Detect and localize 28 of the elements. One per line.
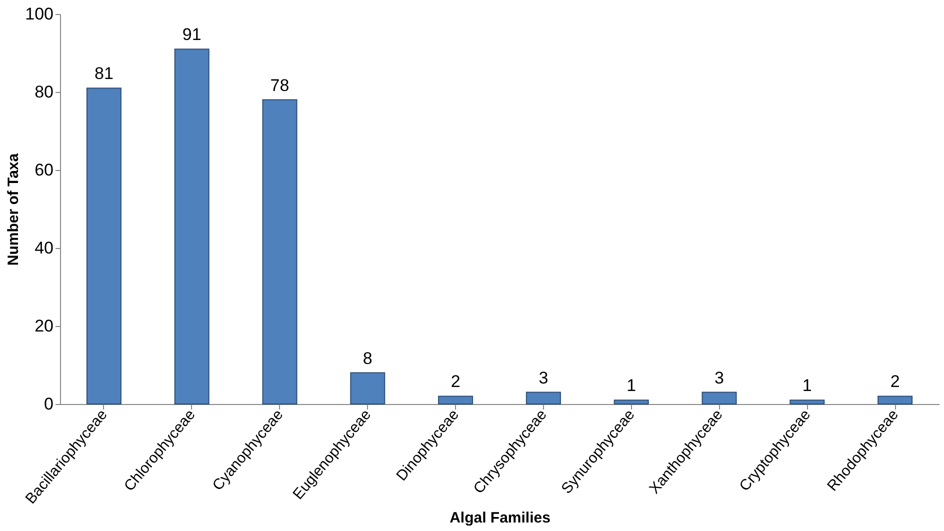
data-label: 8 [362, 348, 372, 368]
y-axis-title: Number of Taxa [5, 152, 22, 266]
data-label: 1 [626, 376, 636, 396]
y-tick-label: 0 [44, 394, 54, 414]
bar [702, 392, 737, 404]
bar [790, 400, 825, 404]
bar [438, 396, 474, 404]
x-axis-title: Algal Families [450, 510, 550, 527]
data-label: 3 [538, 368, 548, 388]
data-label: 81 [94, 64, 114, 84]
y-tick-label: 80 [34, 82, 54, 102]
data-label: 3 [714, 368, 724, 388]
bar [350, 372, 386, 404]
y-tick-label: 40 [34, 238, 54, 258]
bar [86, 88, 122, 404]
data-label: 78 [270, 76, 290, 95]
bar [174, 48, 210, 404]
bar [262, 99, 298, 404]
y-tick-label: 20 [34, 316, 54, 336]
data-label: 91 [182, 25, 202, 44]
data-label: 2 [890, 372, 900, 392]
data-label: 2 [450, 372, 460, 392]
bar [878, 396, 913, 404]
data-label: 1 [802, 376, 812, 396]
y-tick-label: 60 [34, 160, 54, 180]
bar [526, 392, 561, 404]
y-tick-label: 100 [25, 4, 54, 24]
bar [614, 400, 649, 404]
